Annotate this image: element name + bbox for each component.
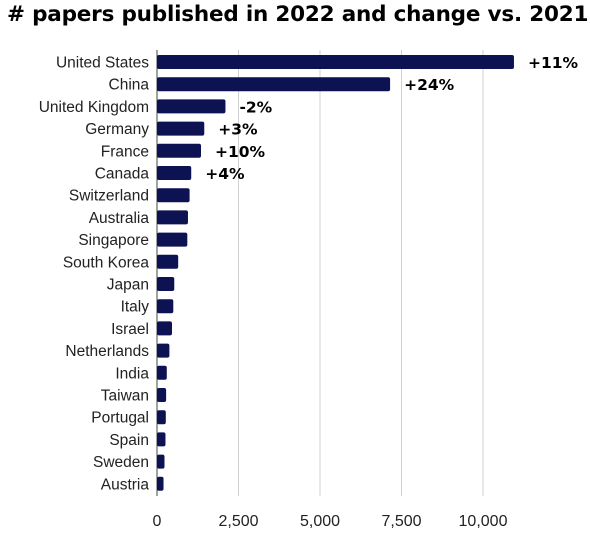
category-label: United States [56, 55, 149, 72]
bar [157, 476, 164, 491]
data-label: +10% [215, 143, 266, 161]
data-labels: +11% +24% -2% +3% +10% +4% [205, 54, 578, 183]
category-label: Italy [121, 299, 150, 316]
data-label: +24% [404, 76, 455, 94]
x-tick-label: 10,000 [459, 513, 508, 530]
bar [157, 277, 175, 291]
data-label: +3% [218, 121, 258, 139]
bar [157, 365, 167, 380]
bar [157, 254, 179, 269]
category-label: India [115, 365, 149, 382]
bar [157, 454, 165, 469]
bar [157, 343, 170, 358]
bar [157, 77, 391, 92]
category-label: Spain [109, 432, 149, 449]
category-label: Israel [111, 321, 149, 338]
category-label: Japan [107, 277, 149, 294]
data-label: +11% [528, 54, 579, 72]
category-label: Singapore [78, 232, 149, 249]
category-label: Sweden [93, 454, 149, 471]
category-label: Canada [95, 166, 150, 183]
bar [157, 299, 174, 314]
category-label: Netherlands [65, 343, 149, 360]
category-label: South Korea [63, 254, 150, 271]
category-label: Switzerland [69, 188, 149, 205]
x-tick-label: 0 [153, 513, 162, 530]
bar [157, 432, 166, 447]
bar [157, 166, 192, 180]
bar [157, 121, 205, 136]
category-label: Australia [89, 210, 150, 227]
bar [157, 410, 166, 425]
bars [157, 55, 514, 491]
category-label: United Kingdom [39, 99, 149, 116]
bar [157, 188, 190, 203]
bar [157, 321, 172, 336]
bar [157, 55, 514, 69]
bar [157, 210, 188, 225]
chart-title: # papers published in 2022 and change vs… [7, 2, 589, 27]
bar [157, 143, 202, 158]
category-label: China [109, 77, 150, 94]
gridlines [156, 50, 484, 496]
category-label: France [101, 143, 149, 160]
x-tick-label: 2,500 [218, 513, 258, 530]
category-label: Portugal [91, 410, 149, 427]
x-tick-labels: 0 2,500 5,000 7,500 10,000 [153, 513, 508, 530]
x-tick-label: 7,500 [381, 513, 421, 530]
category-label: Taiwan [101, 388, 149, 405]
bar [157, 388, 167, 402]
category-label: Austria [101, 476, 150, 493]
category-label: Germany [85, 121, 149, 138]
category-labels: United States China United Kingdom Germany F… [39, 55, 150, 494]
x-tick-label: 5,000 [300, 513, 340, 530]
data-label: -2% [239, 98, 272, 116]
bar [157, 232, 188, 247]
bar [157, 99, 226, 114]
data-label: +4% [205, 165, 245, 183]
